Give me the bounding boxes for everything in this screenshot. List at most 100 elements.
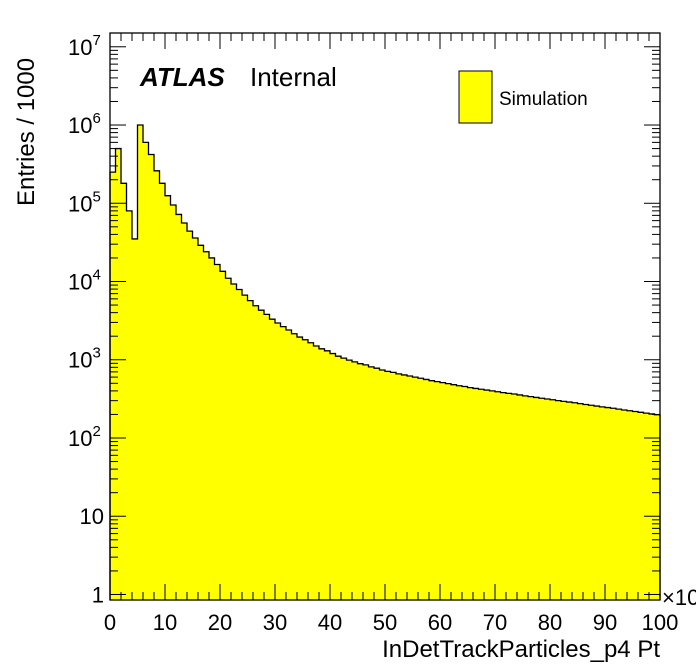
y-tick-label: 103 <box>68 345 101 373</box>
histogram-bar <box>643 413 650 600</box>
x-tick-label: 60 <box>428 610 452 635</box>
x-tick-label: 90 <box>593 610 617 635</box>
histogram-bar <box>308 342 315 600</box>
x-axis-exponent: ×10 <box>662 585 696 610</box>
y-axis-title: Entries / 1000 <box>13 58 40 206</box>
histogram-bar <box>286 330 293 600</box>
y-tick-label: 107 <box>68 32 101 60</box>
x-tick-label: 0 <box>104 610 116 635</box>
histogram-bar <box>319 348 326 600</box>
histogram-bar <box>522 395 529 600</box>
histogram-bar <box>423 379 430 600</box>
histogram-bar <box>605 407 612 600</box>
histogram-bar <box>165 195 172 601</box>
histogram-bar <box>555 400 562 600</box>
histogram-bar <box>627 410 634 600</box>
histogram-bar <box>374 368 381 600</box>
x-tick-label: 20 <box>208 610 232 635</box>
histogram-bar <box>181 222 188 600</box>
histogram-bar <box>654 414 661 600</box>
histogram-bar <box>489 390 496 600</box>
histogram-outline <box>109 124 661 600</box>
histogram-bar <box>115 148 122 601</box>
histogram-bar <box>363 364 370 600</box>
y-tick-label: 10 <box>80 504 104 529</box>
histogram-bar <box>649 413 656 600</box>
x-tick-label: 40 <box>318 610 342 635</box>
histogram-bar <box>357 363 364 600</box>
histogram-bar <box>346 360 353 600</box>
histogram-bar <box>385 371 392 600</box>
histogram-bar <box>231 283 238 600</box>
histogram-bar <box>506 393 513 600</box>
histogram-bar <box>616 409 623 600</box>
histogram-bar <box>440 382 447 600</box>
legend-swatch <box>458 70 493 124</box>
histogram-bar <box>610 408 617 600</box>
histogram-bar <box>561 401 568 600</box>
histogram-bar <box>198 245 205 601</box>
y-tick-label: 102 <box>68 423 101 451</box>
histogram-bars <box>110 125 661 601</box>
histogram-bar <box>566 402 573 600</box>
histogram-bar <box>341 358 348 600</box>
histogram-bar <box>511 393 518 600</box>
histogram-bar <box>335 356 342 600</box>
y-tick-label: 1 <box>92 582 104 607</box>
histogram-bar <box>632 411 639 600</box>
histogram-bar <box>577 403 584 600</box>
histogram-bar <box>533 397 540 600</box>
axis-ticks: 0 10 20 30 40 50 60 70 80 90 100110102103104105106… <box>68 32 678 635</box>
histogram-bar <box>407 375 414 600</box>
histogram-bar <box>220 271 227 600</box>
histogram-bar <box>159 183 166 600</box>
histogram-bar <box>401 374 408 600</box>
histogram-bar <box>209 257 216 600</box>
histogram-bar <box>280 326 287 600</box>
histogram-bar <box>176 214 183 600</box>
histogram-bar <box>478 389 485 600</box>
histogram-bar <box>451 384 458 600</box>
histogram-bar <box>621 409 628 600</box>
y-tick-label: 106 <box>68 110 101 138</box>
histogram-bar <box>242 295 249 600</box>
histogram-bar <box>170 205 177 600</box>
histogram-bar <box>143 142 150 600</box>
x-tick-label: 10 <box>153 610 177 635</box>
histogram-bar <box>110 172 117 600</box>
histogram-bar <box>599 406 606 600</box>
x-tick-label: 100 <box>642 610 679 635</box>
histogram-bar <box>638 412 645 600</box>
histogram-bar <box>330 353 337 600</box>
x-axis-title: InDetTrackParticles_p4 Pt <box>382 636 660 663</box>
histogram-bar <box>269 319 276 600</box>
histogram-bar <box>550 399 557 600</box>
histogram-bar <box>517 394 524 600</box>
histogram-bar <box>154 170 161 601</box>
histogram-bar <box>148 154 155 600</box>
histogram-bar <box>368 366 375 600</box>
histogram-bar <box>214 264 221 600</box>
histogram-bar <box>594 406 601 600</box>
histogram-bar <box>297 337 304 600</box>
histogram-bar <box>379 369 386 600</box>
internal-label: Internal <box>250 62 337 92</box>
histogram-bar <box>434 381 441 600</box>
histogram-bar <box>132 238 139 600</box>
histogram-bar <box>528 396 535 600</box>
histogram-bar <box>429 380 436 600</box>
histogram-bar <box>500 392 507 600</box>
histogram-bar <box>418 378 425 600</box>
histogram-bar <box>313 345 320 600</box>
x-tick-label: 70 <box>483 610 507 635</box>
histogram-bar <box>352 361 359 600</box>
histogram-bar <box>445 383 452 600</box>
histogram-bar <box>462 386 469 600</box>
histogram-bar <box>588 405 595 600</box>
histogram-bar <box>539 398 546 600</box>
x-tick-label: 30 <box>263 610 287 635</box>
x-tick-label: 50 <box>373 610 397 635</box>
histogram-bar <box>247 300 254 600</box>
histogram-bar <box>121 183 128 600</box>
histogram-bar <box>412 377 419 600</box>
